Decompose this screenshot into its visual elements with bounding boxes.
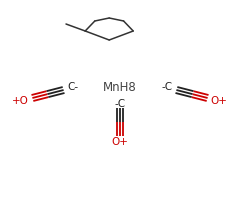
Text: MnH8: MnH8 xyxy=(103,81,137,94)
Text: +O: +O xyxy=(12,96,29,106)
Text: -C: -C xyxy=(161,82,172,92)
Text: -C: -C xyxy=(114,99,126,109)
Text: C-: C- xyxy=(68,82,79,92)
Text: O+: O+ xyxy=(210,96,227,106)
Text: O+: O+ xyxy=(112,137,128,147)
